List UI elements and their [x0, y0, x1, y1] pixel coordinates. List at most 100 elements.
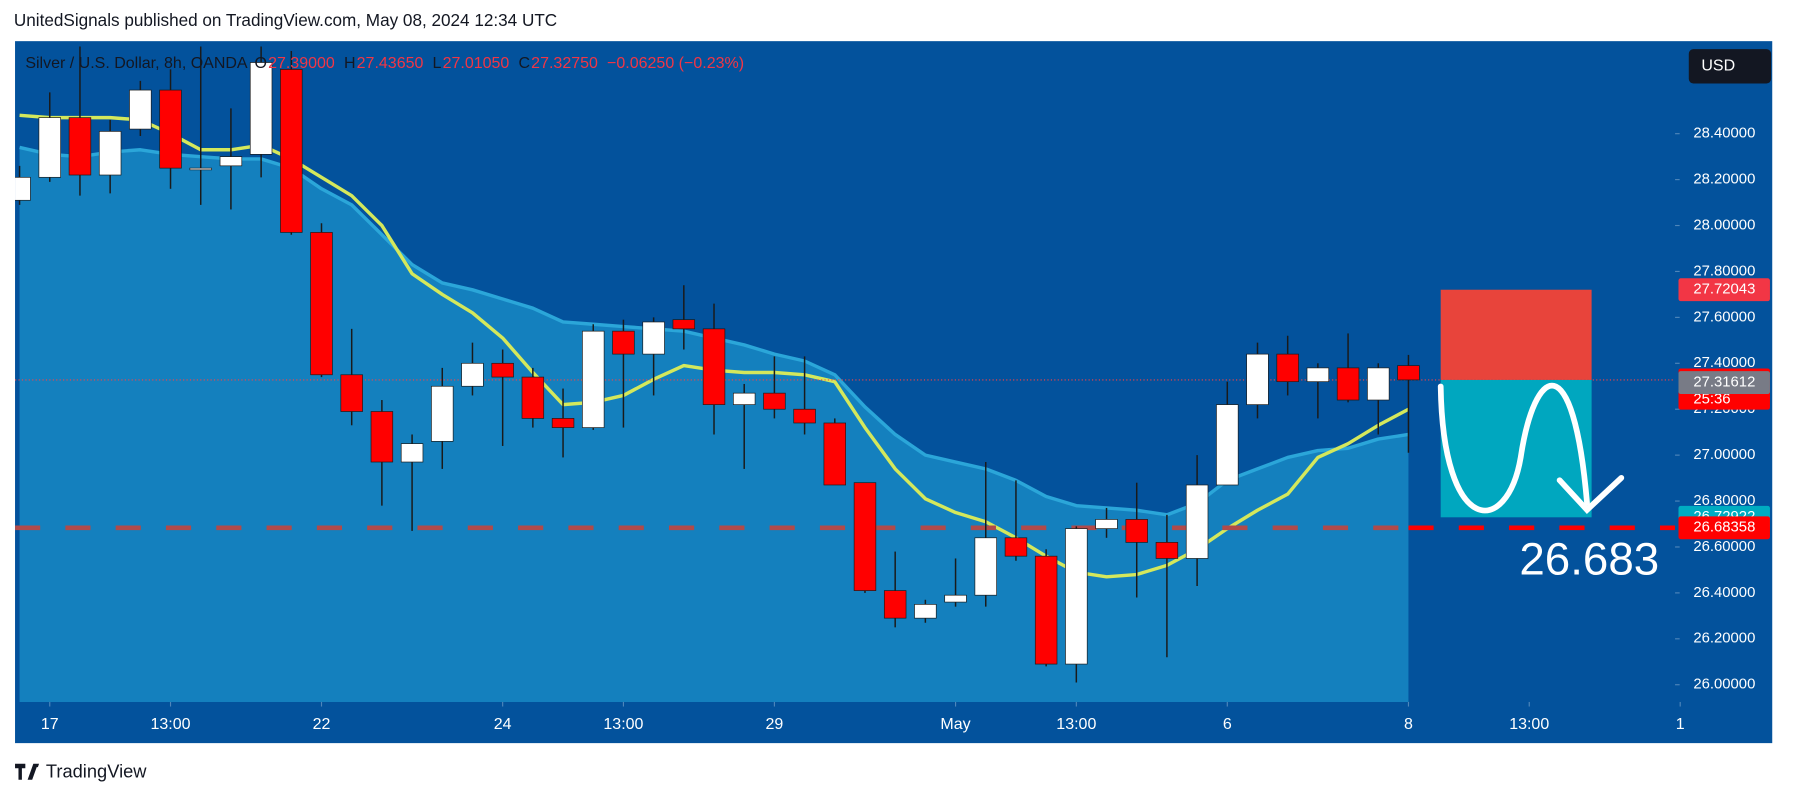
candle-body [310, 232, 333, 376]
candle-body [914, 604, 937, 619]
ohlc-value: 27.32750 [531, 55, 598, 72]
candle-body [1336, 367, 1360, 401]
candle-body [763, 392, 786, 410]
price-label-box [1678, 516, 1770, 540]
plot-area [15, 46, 1676, 702]
candle-body [38, 117, 61, 178]
ohlc-key: H [344, 55, 356, 72]
symbol: Silver / U.S. Dollar, 8h, OANDA [25, 55, 248, 72]
candle-body [642, 321, 665, 355]
drawing-curve [1437, 382, 1590, 514]
y-tick-label: 27.40000 [1693, 355, 1755, 371]
price-label: 27.31612 [1693, 374, 1755, 390]
ohlc-key: O [254, 55, 266, 72]
y-tick-label: 26.80000 [1693, 493, 1755, 509]
candle-body [1034, 555, 1058, 665]
candle-body [189, 167, 212, 171]
y-tick-label: 26.00000 [1693, 677, 1755, 693]
candle-body [612, 330, 635, 355]
ohlc-key: C [518, 55, 530, 72]
x-tick-label: May [940, 716, 970, 733]
candle-body [370, 411, 394, 463]
drawing-arrow [1556, 475, 1625, 514]
candle-body [551, 418, 575, 428]
currency-button[interactable] [1688, 49, 1772, 84]
price-label: 27.72043 [1693, 282, 1755, 298]
candle-body [1065, 528, 1088, 665]
candle-body [1125, 519, 1148, 543]
candle-body [159, 89, 182, 169]
y-tick-label: 26.60000 [1693, 539, 1755, 555]
header: UnitedSignals published on TradingView.c… [14, 10, 557, 30]
ohlc-value: 27.01050 [443, 55, 510, 72]
candle-body [582, 330, 605, 428]
footer: TradingView [46, 761, 147, 782]
y-tick-label: 28.00000 [1693, 217, 1755, 233]
ohlc-value: 27.39000 [268, 55, 335, 72]
candle-body [491, 362, 514, 378]
candle-body [340, 374, 363, 412]
legend: Silver / U.S. Dollar, 8h, OANDA O 27.3900… [25, 55, 744, 72]
x-tick-label: 6 [1223, 716, 1232, 733]
candle-body [1397, 365, 1420, 381]
candle-body [672, 319, 696, 330]
x-tick-label: 13:00 [1056, 716, 1096, 733]
candle-body [793, 408, 816, 424]
price-label-box [1678, 371, 1770, 394]
candle-body [1306, 367, 1330, 383]
y-tick-label: 26.20000 [1693, 631, 1755, 647]
candle-body [15, 176, 31, 201]
logo-mark [15, 763, 40, 780]
candle-body [400, 443, 424, 463]
candle-body [732, 392, 756, 405]
candle-body [219, 156, 243, 167]
price-label-box [1678, 278, 1770, 302]
candle-body [944, 594, 967, 603]
change: −0.06250 (−0.23%) [607, 55, 744, 72]
candle-body [129, 89, 152, 130]
candle-body [853, 482, 877, 591]
ohlc-key: L [433, 55, 442, 72]
y-tick-label: 28.40000 [1693, 126, 1755, 142]
candle-body [249, 62, 273, 155]
candle-body [1155, 542, 1179, 559]
candle-body [1095, 519, 1118, 529]
candle-body [702, 328, 726, 405]
y-tick-label: 28.20000 [1693, 172, 1755, 188]
x-tick-label: 1 [1676, 716, 1685, 733]
candle-body [1216, 404, 1239, 486]
y-tick-label: 27.60000 [1693, 309, 1755, 325]
y-tick-label: 27.80000 [1693, 263, 1755, 279]
x-tick-label: 29 [766, 716, 784, 733]
price-label: 26.68358 [1693, 520, 1755, 536]
annotation: 26.683 [1519, 534, 1659, 585]
y-tick-label: 27.00000 [1693, 447, 1755, 463]
x-tick-label: 13:00 [151, 716, 191, 733]
x-tick-label: 22 [313, 716, 331, 733]
y-tick-label: 26.40000 [1693, 585, 1755, 601]
x-tick-label: 13:00 [603, 716, 643, 733]
currency-label[interactable]: USD [1701, 58, 1735, 75]
x-tick-label: 17 [41, 716, 59, 733]
candle-body [1004, 537, 1028, 557]
overlay: 26.00000 26.20000 26.40000 26.60000 26.80000… [41, 126, 1770, 733]
candle-body [1246, 353, 1269, 405]
candle-body [823, 422, 846, 486]
candle-body [883, 590, 907, 619]
candle-body [68, 117, 92, 176]
candle-body [461, 362, 484, 387]
countdown: 25:36 [1693, 391, 1730, 407]
candle-body [974, 537, 997, 596]
x-tick-label: 8 [1404, 716, 1413, 733]
candle-body [1185, 484, 1209, 559]
candle-body [431, 385, 454, 442]
x-tick-label: 13:00 [1509, 716, 1549, 733]
logo: TradingView [15, 761, 147, 782]
ohlc-value: 27.43650 [357, 55, 424, 72]
stop-zone [1440, 289, 1592, 380]
candle-body [521, 376, 545, 419]
candle-body [1367, 367, 1390, 401]
candle-body [280, 69, 303, 233]
